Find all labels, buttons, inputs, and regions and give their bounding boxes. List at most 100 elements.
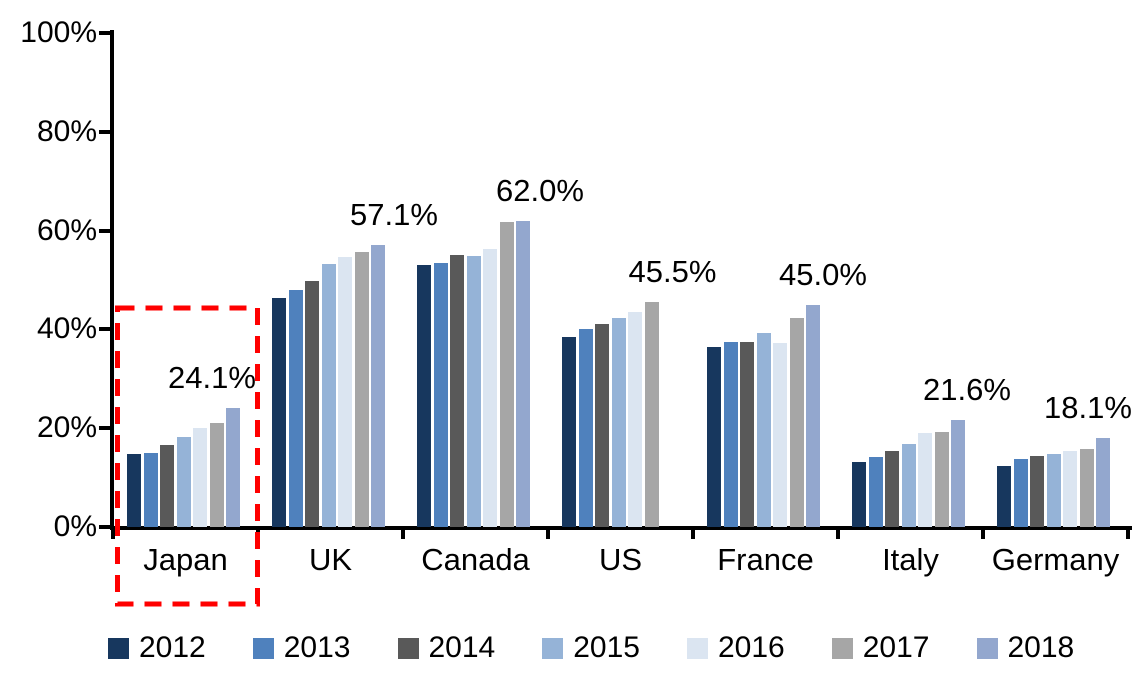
x-tick-mark [1126, 526, 1130, 539]
legend-swatch-2014 [397, 637, 419, 659]
y-tick-label: 40% [36, 312, 97, 346]
y-tick-label: 60% [36, 213, 97, 247]
data-label-us: 45.5% [628, 254, 717, 290]
bar-france-2013 [723, 341, 738, 527]
x-tick-mark [111, 526, 115, 539]
bar-uk-2017 [354, 251, 369, 527]
x-tick-mark [981, 526, 985, 539]
legend-label-2016: 2016 [718, 631, 785, 664]
data-label-canada: 62.0% [496, 172, 584, 208]
bar-japan-2016 [193, 428, 207, 527]
bar-japan-2014 [160, 445, 174, 527]
data-label-italy: 21.6% [923, 372, 1011, 408]
legend-item-2017: 2017 [831, 631, 930, 664]
bar-us-2015 [611, 318, 626, 527]
x-tick-mark [691, 526, 695, 539]
legend-label-2013: 2013 [283, 631, 351, 664]
bar-italy-2017 [934, 431, 949, 527]
bar-italy-2018 [951, 420, 965, 527]
bar-france-2017 [789, 318, 804, 527]
bar-uk-2014 [305, 280, 319, 527]
y-tick-label: 80% [36, 114, 97, 148]
category-label-france: France [717, 542, 814, 577]
bar-italy-2015 [901, 444, 916, 527]
legend-swatch-2017 [831, 637, 853, 659]
bar-uk-2013 [288, 290, 303, 527]
bar-italy-2013 [868, 457, 883, 527]
bar-canada-2015 [466, 256, 481, 527]
legend: 2012 2013 2014 2015 2016 2017 2018 [108, 632, 1074, 664]
bar-france-2016 [773, 342, 787, 527]
y-tick-label: 100% [20, 16, 97, 49]
legend-swatch-2016 [687, 637, 708, 659]
legend-swatch-2015 [542, 637, 564, 659]
legend-item-2018: 2018 [976, 631, 1075, 664]
x-tick-mark [836, 526, 840, 539]
bar-germany-2013 [1013, 458, 1028, 527]
bar-germany-2018 [1096, 437, 1110, 527]
bar-japan-2017 [209, 422, 224, 527]
bar-germany-2014 [1030, 456, 1044, 527]
bar-italy-2012 [852, 461, 866, 527]
y-tick-mark [99, 228, 111, 233]
bar-france-2015 [756, 333, 771, 527]
category-label-germany: Germany [991, 542, 1120, 577]
legend-label-2015: 2015 [573, 631, 640, 664]
y-tick-mark [99, 129, 111, 134]
bar-japan-2013 [143, 452, 158, 527]
x-tick-mark [256, 526, 260, 539]
data-label-japan: 24.1% [168, 359, 256, 395]
legend-label-2012: 2012 [139, 631, 206, 664]
bar-france-2014 [740, 341, 754, 527]
bar-germany-2012 [997, 465, 1011, 527]
legend-swatch-2013 [252, 637, 274, 659]
bar-us-2017 [644, 302, 659, 527]
bar-italy-2014 [885, 451, 899, 527]
bar-japan-2018 [226, 407, 240, 527]
bar-japan-2012 [127, 453, 141, 527]
x-axis-line [110, 526, 1132, 530]
legend-item-2014: 2014 [397, 631, 496, 664]
y-tick-mark [99, 327, 111, 332]
bar-us-2016 [628, 311, 642, 527]
data-label-germany: 18.1% [1044, 389, 1132, 425]
y-tick-mark [99, 31, 111, 35]
bar-us-2013 [578, 328, 593, 527]
legend-item-2013: 2013 [252, 631, 351, 664]
bar-japan-2015 [176, 437, 191, 527]
y-tick-label: 0% [53, 510, 97, 543]
bar-canada-2014 [450, 255, 464, 527]
category-label-uk: UK [308, 542, 353, 577]
legend-item-2016: 2016 [687, 632, 785, 664]
y-tick-mark [99, 426, 111, 431]
legend-swatch-2012 [108, 637, 129, 659]
bar-uk-2012 [272, 298, 286, 527]
bar-germany-2016 [1063, 450, 1077, 527]
legend-swatch-2018 [976, 637, 998, 659]
legend-label-2014: 2014 [428, 631, 496, 664]
legend-item-2015: 2015 [542, 632, 640, 664]
category-label-italy: Italy [882, 542, 939, 577]
bar-us-2014 [595, 324, 609, 527]
bar-france-2018 [806, 304, 820, 527]
bar-canada-2013 [433, 262, 448, 527]
legend-label-2017: 2017 [862, 631, 930, 664]
x-tick-mark [546, 526, 550, 539]
data-label-uk: 57.1% [350, 196, 438, 232]
category-label-us: US [598, 542, 643, 577]
bar-italy-2016 [918, 433, 932, 527]
bar-canada-2017 [499, 222, 514, 527]
y-tick-label: 20% [36, 411, 97, 445]
bar-us-2012 [562, 337, 576, 527]
data-label-france: 45.0% [779, 256, 867, 292]
bar-france-2012 [707, 346, 721, 527]
category-label-japan: Japan [143, 542, 228, 577]
bar-uk-2018 [371, 244, 385, 527]
y-axis-line [110, 30, 114, 530]
bar-uk-2016 [338, 257, 352, 527]
bar-germany-2015 [1046, 453, 1061, 527]
bar-canada-2012 [417, 265, 431, 527]
legend-label-2018: 2018 [1007, 631, 1075, 664]
bar-uk-2015 [321, 264, 336, 527]
